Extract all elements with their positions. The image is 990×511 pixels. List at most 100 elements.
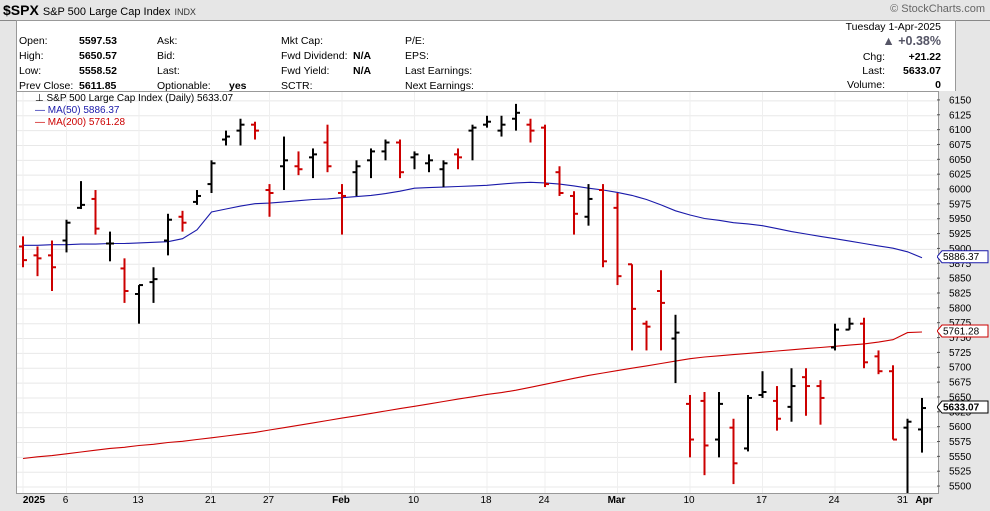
ohlc-bar [802, 368, 810, 416]
quote-label: Low: [19, 65, 42, 77]
security-name: S&P 500 Large Cap Index [42, 6, 171, 18]
quote-label: Last: [157, 65, 180, 77]
ohlc-bar [120, 258, 129, 303]
x-tick-label: 6 [62, 495, 69, 506]
ohlc-bar [541, 124, 549, 188]
y-tick-label: 5825 [949, 288, 972, 299]
y-tick-label: 5725 [949, 348, 972, 359]
ohlc-bar [164, 213, 172, 256]
ma200-last-tag-text: 5761.28 [943, 327, 980, 338]
ohlc-bar [628, 263, 636, 351]
y-tick-label: 5500 [949, 482, 972, 492]
brand-watermark: © StockCharts.com [890, 3, 985, 15]
x-tick-label: Mar [607, 495, 626, 506]
exchange-label: INDX [174, 7, 196, 17]
ohlc-bar [265, 184, 274, 217]
ma50-line [23, 181, 923, 259]
y-tick-label: 5525 [949, 467, 972, 478]
y-tick-label: 5800 [949, 303, 972, 314]
ohlc-bar [889, 365, 897, 441]
legend-icon: ⊥ [35, 93, 47, 104]
quote-value: 0 [935, 79, 941, 91]
ohlc-bar [193, 190, 201, 205]
quote-label: Fwd Yield: [281, 65, 330, 77]
quote-value: N/A [353, 50, 372, 62]
ohlc-bar [367, 148, 375, 179]
quote-value: 5650.57 [79, 50, 117, 62]
quote-label: Ask: [157, 35, 178, 47]
ohlc-bar [48, 240, 56, 292]
ma200-last-tag-box [937, 324, 989, 338]
ohlc-bar [831, 323, 839, 351]
quote-label: Chg: [862, 51, 885, 63]
quote-label: Bid: [157, 50, 176, 62]
ohlc-bar [91, 190, 100, 235]
y-tick-label: 6100 [949, 125, 972, 136]
ohlc-bar [352, 160, 361, 196]
ohlc-bar [149, 267, 158, 303]
x-tick-label: 10 [683, 495, 695, 506]
ohlc-bar [454, 148, 462, 170]
quote-label: Open: [19, 35, 48, 47]
quote-label: Prev Close: [19, 80, 74, 92]
y-tick-label: 6050 [949, 155, 972, 166]
x-tick-label: 24 [538, 495, 550, 506]
x-tick-label: 13 [132, 495, 144, 506]
y-tick-label: 5750 [949, 333, 972, 344]
pct-change: ▲ +0.38% [882, 34, 941, 48]
ohlc-bar [570, 191, 578, 235]
quote-label: EPS: [405, 50, 429, 62]
ohlc-bar [642, 320, 651, 351]
quote-value: N/A [353, 65, 372, 77]
ohlc-bar [744, 394, 752, 452]
x-tick-label: 24 [828, 495, 840, 506]
date-axis: 2025 6 13 21 27 Feb 10 18 24 Mar 10 17 24 31 Apr [16, 493, 937, 511]
ohlc-bar [396, 139, 404, 179]
ohlc-bar [671, 314, 680, 384]
y-tick-label: 6000 [949, 185, 972, 196]
quote-label: Mkt Cap: [281, 35, 324, 47]
y-tick-label: 5600 [949, 422, 972, 433]
quote-value: 5597.53 [79, 35, 117, 47]
x-tick-label: Apr [915, 495, 933, 506]
ma200-last-tag: 5761.28 [937, 324, 989, 338]
ohlc-bar [657, 270, 665, 351]
y-tick-label: 5650 [949, 392, 972, 403]
ohlc-bar [918, 397, 926, 453]
ohlc-bar [294, 151, 303, 176]
ohlc-bar [207, 160, 216, 193]
x-tick-label: 31 [896, 495, 909, 506]
y-tick-label: 5700 [949, 363, 972, 374]
y-tick-label: 6150 [949, 95, 972, 106]
chart-header: $SPX S&P 500 Large Cap Index INDX © StockC… [0, 0, 990, 21]
ohlc-bar [135, 284, 143, 324]
x-tick-label: 21 [204, 495, 217, 506]
x-tick-label: 2025 [22, 495, 46, 506]
quote-label: Volume: [847, 79, 885, 91]
x-tick-label: 18 [480, 495, 492, 506]
price-axis: 5500552555505575560056255650567557005725… [937, 95, 989, 492]
ohlc-bar [860, 317, 868, 369]
ohlc-bar [599, 184, 607, 268]
ohlc-bar [106, 231, 114, 262]
quote-value: 5558.52 [79, 65, 117, 77]
ohlc-bar [468, 124, 477, 161]
price-plot[interactable]: ⊥ S&P 500 Large Cap Index (Daily) 5633.0… [16, 91, 939, 494]
ohlc-bar [236, 118, 245, 146]
legend-ma50: — MA(50) 5886.37 [35, 105, 120, 116]
ohlc-bar [280, 136, 288, 191]
ohlc-bar [222, 130, 230, 146]
quote-value: yes [229, 80, 247, 92]
quote-value: 5611.85 [79, 80, 117, 92]
ohlc-bar [700, 392, 709, 476]
ma50-last-tag-box [937, 250, 989, 264]
ma50-last-tag: 5886.37 [937, 250, 989, 264]
ohlc-bar [425, 154, 433, 173]
y-tick-label: 6075 [949, 140, 972, 151]
ohlc-bar [903, 418, 912, 493]
ohlc-bar [19, 236, 27, 268]
quote-label: Optionable: [157, 80, 211, 92]
quote-label: SCTR: [281, 80, 313, 92]
ohlc-bar [251, 121, 259, 140]
ohlc-bar [715, 392, 723, 458]
